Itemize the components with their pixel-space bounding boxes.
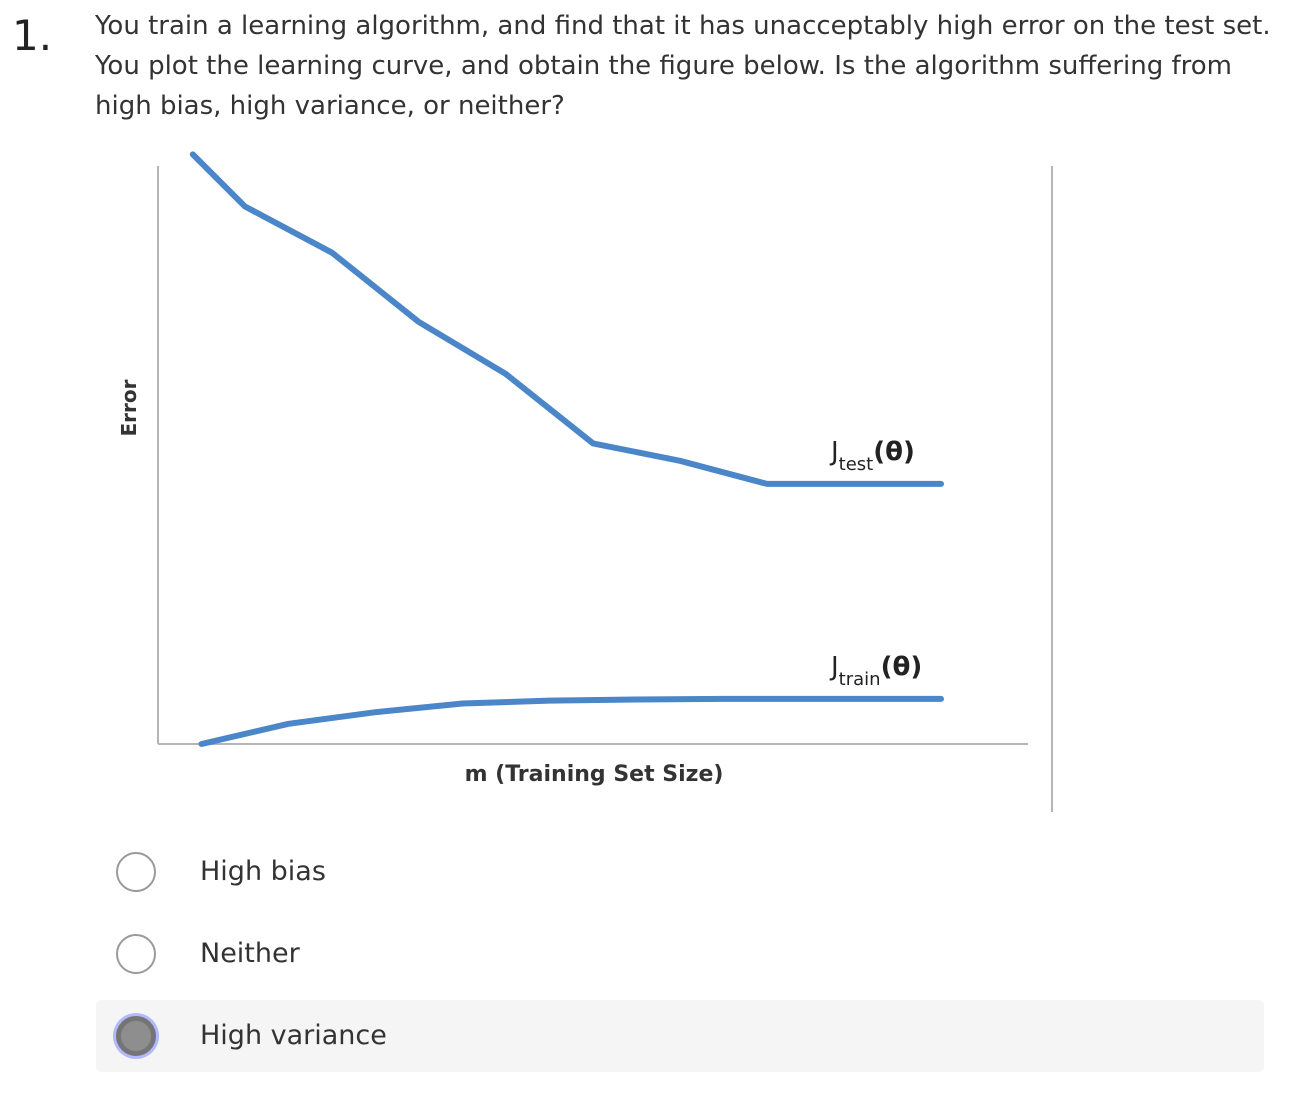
series-labels: Jtest(θ)Jtrain(θ)	[829, 437, 922, 690]
series-layer	[189, 151, 944, 747]
series-label-main: J	[829, 437, 839, 467]
series-label-sub: train	[839, 669, 881, 690]
option-high-variance[interactable]: High variance	[96, 1000, 1264, 1072]
question-number: 1.	[12, 11, 53, 60]
question-text: You train a learning algorithm, and find…	[95, 11, 1271, 121]
series-label-test: Jtest(θ)	[829, 437, 915, 475]
y-axis-label: Error	[117, 379, 141, 436]
series-label-arg: (θ)	[873, 437, 915, 467]
learning-curve-chart: Error m (Training Set Size) Jtest(θ) Jtra…	[117, 151, 1053, 812]
option-label: High bias	[200, 856, 326, 887]
series-label-train: Jtrain(θ)	[829, 652, 922, 690]
series-label-arg: (θ)	[881, 652, 923, 682]
radio-high-variance[interactable]	[116, 1016, 156, 1056]
radio-neither[interactable]	[116, 934, 156, 974]
radio-high-bias[interactable]	[116, 852, 156, 892]
option-label: Neither	[200, 938, 300, 969]
series-label-main: J	[829, 652, 839, 682]
option-high-bias[interactable]: High bias	[96, 836, 1264, 908]
series-line-train	[198, 695, 944, 747]
x-axis-label: m (Training Set Size)	[465, 762, 724, 787]
option-neither[interactable]: Neither	[96, 918, 1264, 990]
answer-options: High bias Neither High variance	[96, 836, 1264, 1082]
series-label-sub: test	[839, 454, 874, 475]
chart-svg: Error m (Training Set Size) Jtest(θ)Jtra…	[117, 151, 1053, 812]
series-line-test	[189, 151, 944, 487]
option-label: High variance	[200, 1020, 387, 1051]
